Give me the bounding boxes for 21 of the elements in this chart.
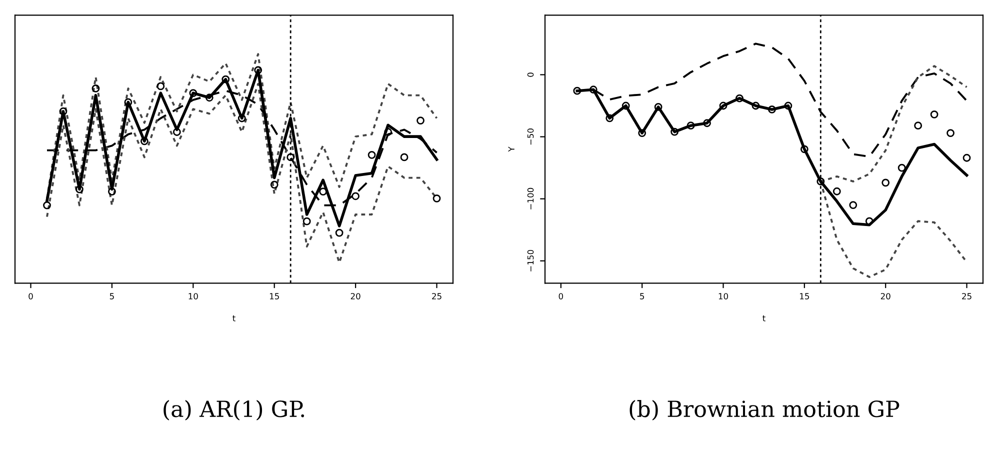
y-tick-label: −50 — [527, 128, 534, 145]
text: (b) Brownian motion GP — [630, 400, 900, 420]
x-tick-label: 25 — [962, 293, 972, 300]
y-tick-label: 0 — [527, 72, 534, 77]
x-tick-label: 25 — [432, 293, 442, 300]
x-axis-title: t — [232, 315, 236, 322]
x-tick-label: 10 — [718, 293, 728, 300]
x-tick-label: 5 — [640, 293, 644, 300]
x-tick-label: 20 — [350, 293, 360, 300]
text: (a) AR(1) GP. — [164, 400, 304, 420]
x-tick-label: 0 — [558, 293, 564, 300]
y-axis-title: Y — [508, 146, 514, 152]
x-tick-label: 15 — [270, 293, 279, 300]
x-tick-label: 5 — [110, 293, 114, 300]
x-tick-label: 0 — [28, 293, 33, 300]
x-tick-label: 15 — [800, 293, 809, 300]
y-tick-label: −150 — [527, 250, 534, 272]
x-axis-title: t — [762, 315, 766, 322]
y-tick-label: −100 — [527, 188, 534, 210]
x-tick-label: 20 — [880, 293, 890, 300]
x-tick-label: 10 — [188, 293, 198, 300]
